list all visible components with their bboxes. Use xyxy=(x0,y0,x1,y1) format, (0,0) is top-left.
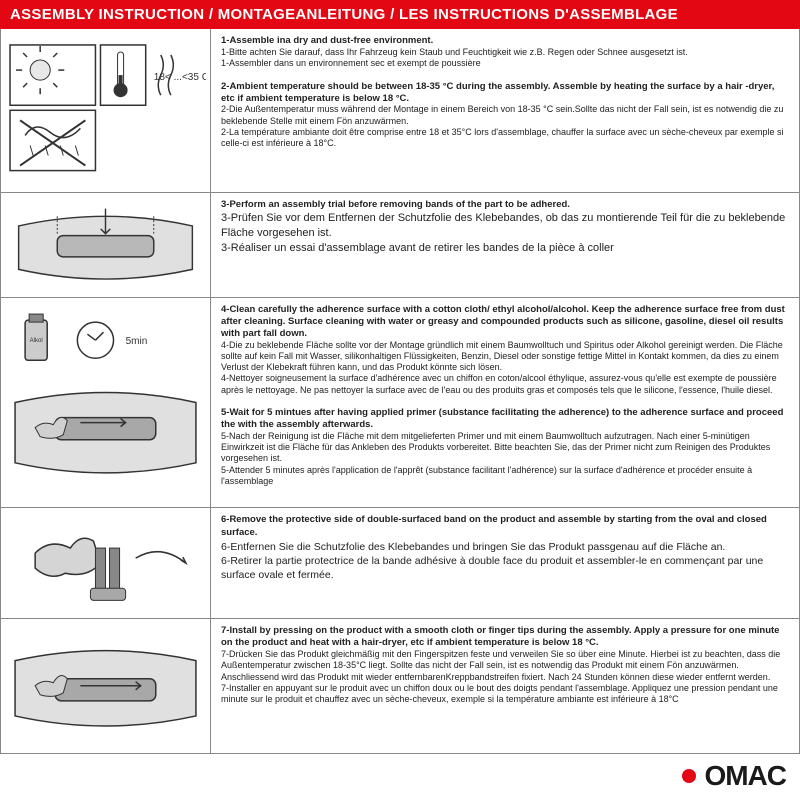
brand-logo: OMAC xyxy=(682,760,786,792)
illustration-press xyxy=(1,619,211,753)
svg-text:5min: 5min xyxy=(126,336,148,347)
instruction-text-7: 7-Install by pressing on the product wit… xyxy=(211,619,799,753)
instruction-row: Alkol 5min 4-Clean carefully the adheren… xyxy=(1,298,799,508)
svg-text:Alkol: Alkol xyxy=(30,338,43,344)
header-title: ASSEMBLY INSTRUCTION / MONTAGEANLEITUNG … xyxy=(0,0,800,29)
instruction-text-3: 3-Perform an assembly trial before remov… xyxy=(211,193,799,298)
instruction-grid: 18< ...<35 C 1-Assemble ina dry and dust… xyxy=(0,29,800,754)
instruction-text-1-2: 1-Assemble ina dry and dust-free environ… xyxy=(211,29,799,192)
illustration-trial xyxy=(1,193,211,298)
illustration-temperature: 18< ...<35 C xyxy=(1,29,211,192)
instruction-row: 3-Perform an assembly trial before remov… xyxy=(1,193,799,299)
footer: OMAC xyxy=(0,754,800,800)
illustration-clean: Alkol 5min xyxy=(1,298,211,507)
brand-dot-icon xyxy=(682,769,696,783)
instruction-row: 7-Install by pressing on the product wit… xyxy=(1,619,799,754)
instruction-row: 6-Remove the protective side of double-s… xyxy=(1,508,799,619)
instruction-row: 18< ...<35 C 1-Assemble ina dry and dust… xyxy=(1,29,799,193)
instruction-text-4-5: 4-Clean carefully the adherence surface … xyxy=(211,298,799,507)
brand-name: OMAC xyxy=(704,760,786,792)
instruction-text-6: 6-Remove the protective side of double-s… xyxy=(211,508,799,618)
illustration-remove-band xyxy=(1,508,211,618)
